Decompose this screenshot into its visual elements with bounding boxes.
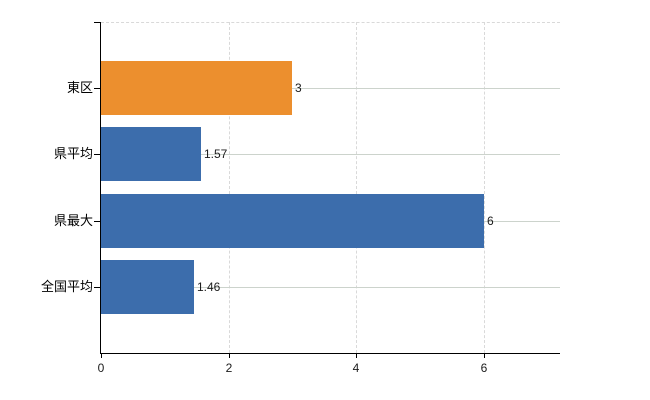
category-label-3: 全国平均 <box>40 279 93 294</box>
y-axis-tick-0 <box>94 88 100 89</box>
x-axis-tick-6 <box>484 354 485 358</box>
x-tick-label-4: 4 <box>352 361 360 375</box>
gridline-vertical-4 <box>356 22 357 353</box>
bar-3 <box>101 260 194 314</box>
gridline-horizontal-3 <box>101 287 560 288</box>
bar-value-label-0: 3 <box>295 81 302 95</box>
bar-0 <box>101 61 292 115</box>
x-tick-label-2: 2 <box>225 361 233 375</box>
category-label-0: 東区 <box>66 80 93 95</box>
y-axis-tick-1 <box>94 154 100 155</box>
y-axis-line <box>100 22 101 354</box>
bar-value-label-3: 1.46 <box>197 280 221 294</box>
x-axis-tick-0 <box>101 354 102 358</box>
x-axis-tick-4 <box>356 354 357 358</box>
category-label-1: 県平均 <box>53 146 93 161</box>
x-axis-line <box>100 353 560 354</box>
x-tick-label-6: 6 <box>480 361 488 375</box>
x-tick-label-0: 0 <box>97 361 105 375</box>
y-axis-top-tick <box>94 22 100 23</box>
y-axis-tick-2 <box>94 221 100 222</box>
gridline-horizontal-0 <box>101 88 560 89</box>
bar-value-label-2: 6 <box>487 214 494 228</box>
y-axis-tick-3 <box>94 287 100 288</box>
bar-value-label-1: 1.57 <box>204 147 228 161</box>
gridline-vertical-6 <box>483 22 485 353</box>
plot-top-border <box>101 22 560 23</box>
bar-1 <box>101 127 201 181</box>
bar-2 <box>101 194 484 248</box>
category-label-2: 県最大 <box>53 213 93 228</box>
x-axis-tick-2 <box>229 354 230 358</box>
gridline-vertical-2 <box>228 22 230 353</box>
gridline-horizontal-1 <box>101 154 560 155</box>
